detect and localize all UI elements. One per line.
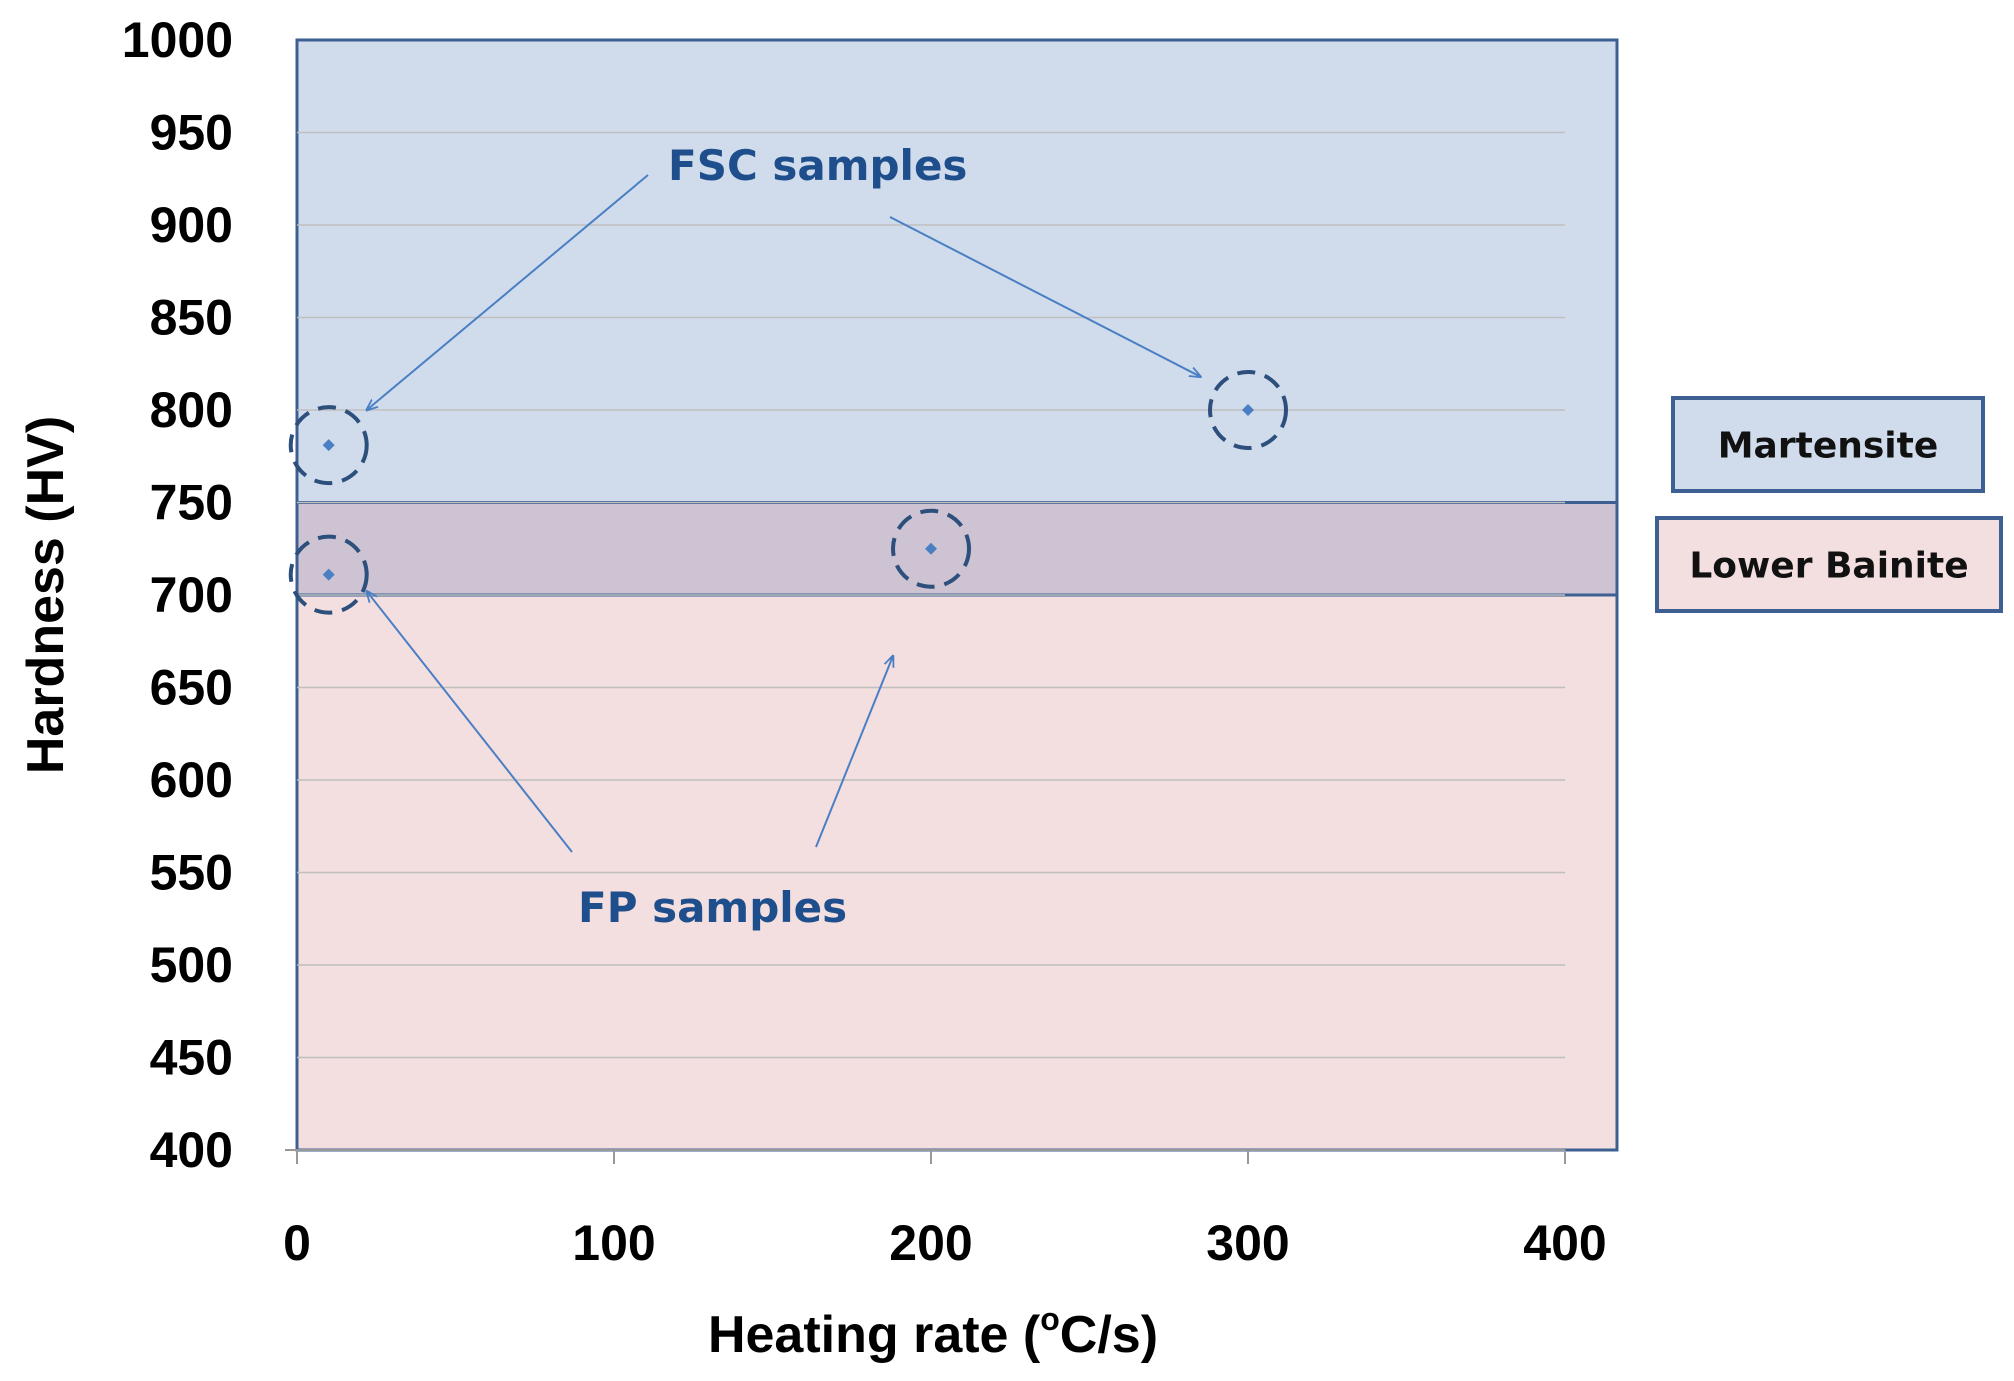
sample-circle [288, 405, 369, 486]
y-tick-label: 750 [150, 475, 233, 531]
y-tick-label: 550 [150, 845, 233, 901]
region-lower-bainite [297, 502, 1617, 1150]
x-tick-label: 100 [572, 1215, 655, 1271]
y-tick-label: 400 [150, 1122, 233, 1178]
legend-label: Martensite [1718, 426, 1939, 467]
y-tick-label: 850 [150, 290, 233, 346]
legend-box [1655, 516, 2003, 613]
x-tick-label: 400 [1523, 1215, 1606, 1271]
x-tick-label: 300 [1206, 1215, 1289, 1271]
x-axis-title-tail: C/s) [1060, 1306, 1158, 1364]
data-point [322, 439, 335, 452]
annotation-label: FP samples [578, 883, 847, 932]
annotation-arrow [889, 216, 1200, 377]
annotation-arrow [815, 656, 893, 848]
data-point [322, 568, 335, 581]
x-tick-label: 0 [283, 1215, 311, 1271]
x-tick-label: 200 [889, 1215, 972, 1271]
region-overlap [297, 502, 1617, 595]
data-point [1242, 404, 1254, 416]
y-tick-label: 450 [150, 1030, 233, 1086]
legend-box [1671, 396, 1985, 493]
sample-circle [891, 508, 971, 589]
x-axis-title-lead: Heating rate ( [708, 1306, 1041, 1364]
y-tick-label: 700 [150, 567, 233, 623]
y-tick-label: 900 [150, 197, 233, 253]
data-point [925, 542, 937, 555]
y-tick-label: 600 [150, 752, 233, 808]
x-axis-title: Heating rate (oC/s) [708, 1301, 1158, 1364]
sample-circle [288, 534, 369, 615]
y-tick-label: 650 [150, 660, 233, 716]
sample-circle [1208, 370, 1288, 450]
x-axis-title-sup: o [1040, 1301, 1060, 1337]
y-tick-label: 1000 [122, 12, 233, 68]
y-tick-label: 500 [150, 937, 233, 993]
y-tick-label: 950 [150, 105, 233, 161]
annotation-arrow [367, 174, 649, 410]
y-axis-title: Hardness (HV) [17, 416, 75, 774]
annotation-label: FSC samples [668, 141, 967, 190]
annotation-arrow [367, 591, 573, 853]
legend-label: Lower Bainite [1689, 546, 1968, 587]
y-tick-label: 800 [150, 382, 233, 438]
